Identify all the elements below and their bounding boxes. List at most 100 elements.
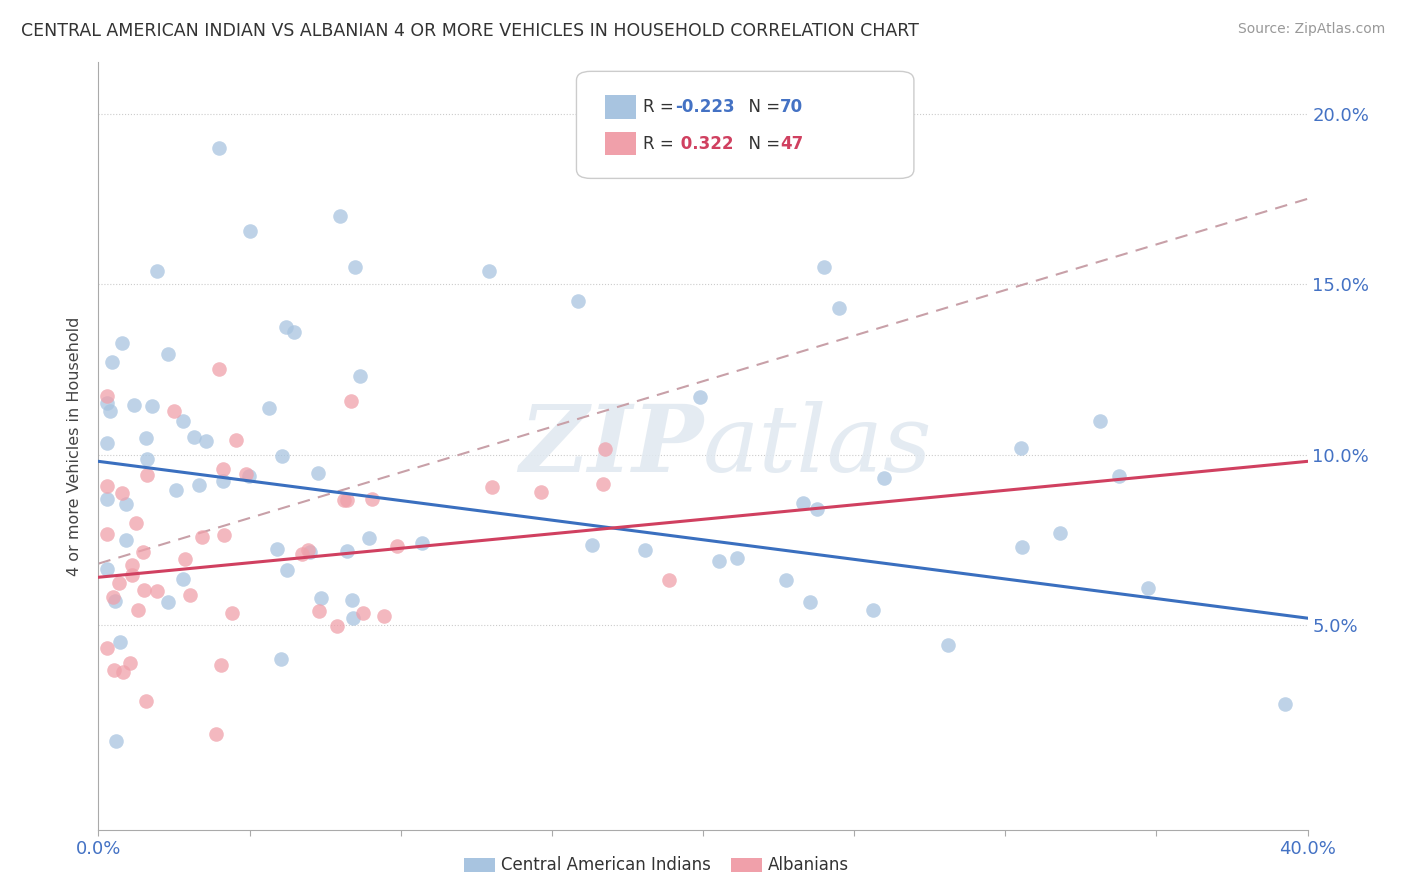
Point [195, 434, 218, 448]
Point [96, 527, 118, 541]
Point [373, 609, 395, 624]
Point [1010, 441, 1032, 455]
Point [103, 590, 125, 604]
Point [336, 493, 359, 508]
Text: 47: 47 [780, 135, 804, 153]
Point [96, 491, 118, 506]
Point [103, 663, 125, 677]
Point [110, 336, 132, 351]
Point [291, 547, 314, 561]
Point [134, 583, 156, 598]
Point [191, 530, 214, 544]
Point [270, 651, 292, 665]
Point [298, 544, 321, 558]
Point [172, 573, 194, 587]
Point [307, 466, 329, 480]
Point [707, 554, 730, 568]
Point [135, 431, 157, 445]
Point [101, 355, 124, 369]
Point [340, 393, 363, 408]
Point [141, 400, 163, 414]
Point [325, 619, 347, 633]
Point [873, 471, 896, 485]
Point [118, 656, 141, 670]
Point [135, 452, 157, 467]
Point [481, 480, 503, 494]
Point [96, 395, 118, 409]
Point [1274, 697, 1296, 711]
Point [689, 390, 711, 404]
Point [266, 542, 288, 557]
Point [1049, 526, 1071, 541]
Point [276, 563, 298, 577]
Point [633, 543, 655, 558]
Point [111, 665, 134, 680]
Point [115, 533, 138, 547]
Point [329, 209, 352, 223]
Point [530, 485, 553, 500]
Point [308, 604, 330, 618]
Point [361, 491, 384, 506]
Point [344, 260, 367, 274]
Point [727, 550, 749, 565]
Point [792, 496, 814, 510]
Point [799, 595, 821, 609]
Point [239, 224, 262, 238]
Point [342, 611, 364, 625]
Text: -0.223: -0.223 [675, 98, 734, 116]
Point [478, 263, 501, 277]
Point [208, 362, 231, 376]
Point [270, 449, 292, 463]
Text: 0.322: 0.322 [675, 135, 734, 153]
Text: atlas: atlas [703, 401, 932, 491]
Point [297, 543, 319, 558]
Text: Central American Indians: Central American Indians [501, 856, 710, 874]
Text: CENTRAL AMERICAN INDIAN VS ALBANIAN 4 OR MORE VEHICLES IN HOUSEHOLD CORRELATION : CENTRAL AMERICAN INDIAN VS ALBANIAN 4 OR… [21, 22, 920, 40]
Text: 70: 70 [780, 98, 803, 116]
Point [122, 398, 145, 412]
Point [1136, 582, 1159, 596]
Point [862, 603, 884, 617]
Point [146, 583, 169, 598]
Point [135, 694, 157, 708]
Point [179, 588, 201, 602]
Point [592, 476, 614, 491]
Point [157, 347, 180, 361]
Point [127, 603, 149, 617]
Point [188, 478, 211, 492]
Point [828, 301, 851, 315]
Point [156, 595, 179, 609]
Text: R =: R = [643, 98, 679, 116]
Point [235, 467, 257, 481]
Point [183, 430, 205, 444]
Point [172, 414, 194, 428]
Point [658, 573, 681, 587]
Point [96, 435, 118, 450]
Point [1088, 413, 1111, 427]
Text: N =: N = [738, 98, 786, 116]
Text: Albanians: Albanians [768, 856, 849, 874]
Point [336, 544, 359, 558]
Point [163, 404, 186, 418]
Point [936, 638, 959, 652]
Point [340, 593, 363, 607]
Point [111, 485, 134, 500]
Point [121, 558, 143, 572]
Point [105, 734, 128, 748]
Point [98, 404, 121, 418]
Point [333, 492, 356, 507]
Point [257, 401, 280, 416]
Point [581, 538, 603, 552]
Point [125, 516, 148, 530]
Point [108, 576, 131, 591]
Point [593, 442, 616, 457]
Point [1108, 468, 1130, 483]
Point [411, 536, 433, 550]
Point [221, 606, 243, 620]
Point [96, 389, 118, 403]
Text: ZIP: ZIP [519, 401, 703, 491]
Point [174, 551, 197, 566]
Point [349, 368, 371, 383]
Point [132, 545, 155, 559]
Point [775, 573, 797, 587]
